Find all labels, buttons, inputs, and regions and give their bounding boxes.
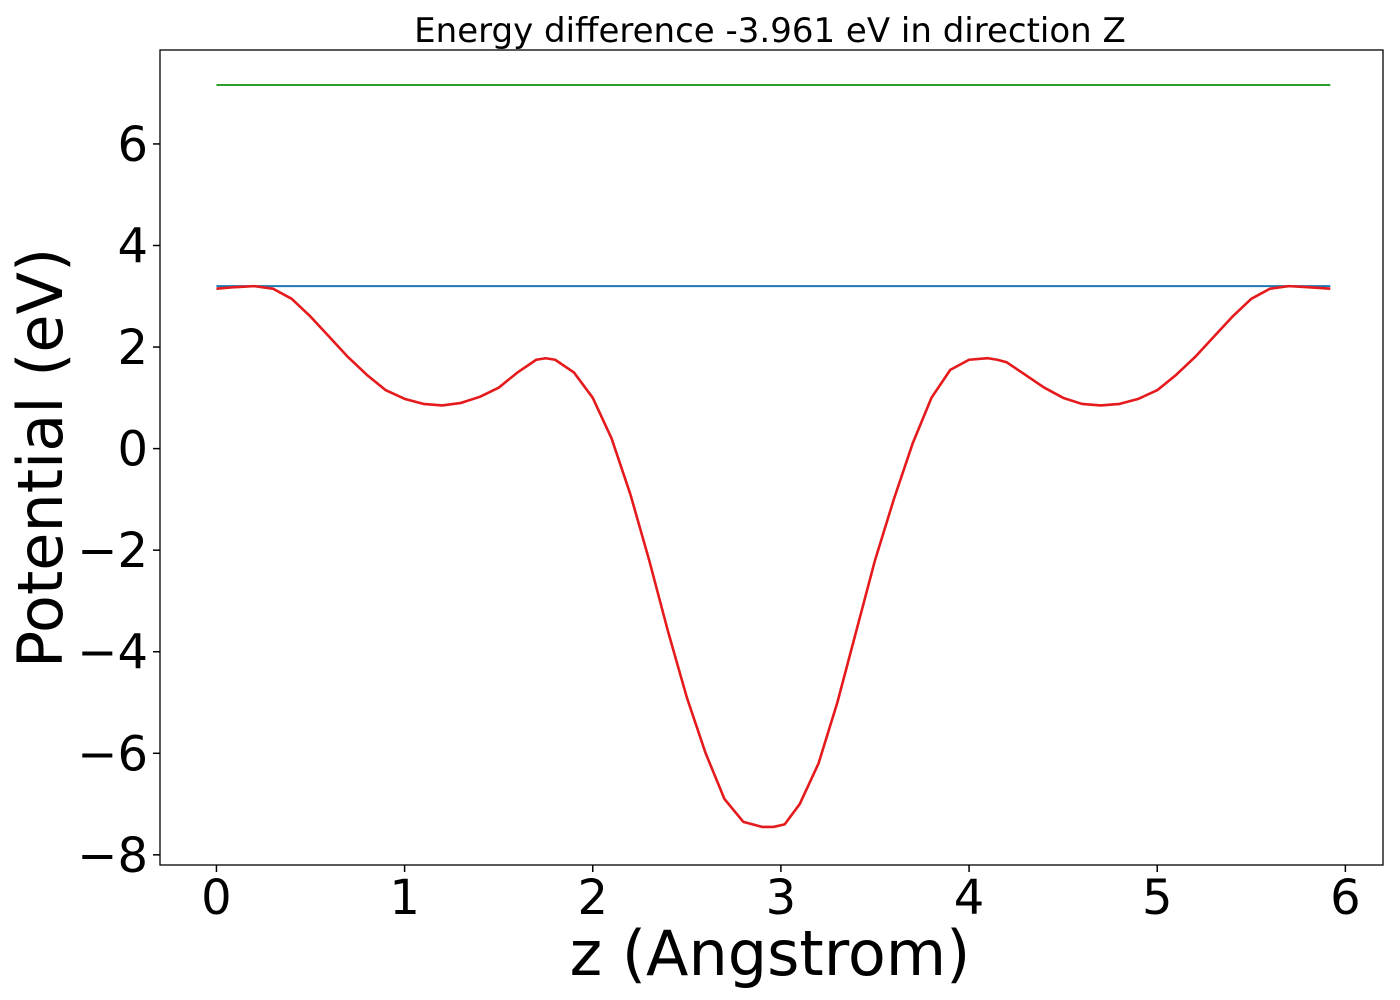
x-axis: 0 1 2 3 4 5 6	[201, 865, 1361, 926]
y-tick-label: 2	[117, 320, 148, 376]
y-axis-label: Potential (eV)	[4, 248, 77, 668]
x-tick-label: 1	[389, 870, 420, 926]
x-tick-label: 6	[1330, 870, 1361, 926]
plot-frame	[159, 49, 1384, 866]
x-tick-label: 0	[201, 870, 232, 926]
x-tick-label: 3	[766, 870, 797, 926]
y-tick-label: 4	[117, 218, 148, 274]
x-axis-label: z (Angstrom)	[570, 917, 971, 990]
y-tick-label: 6	[117, 117, 148, 173]
y-tick-label: 0	[117, 422, 148, 478]
y-tick-label: −8	[77, 828, 148, 884]
x-tick-label: 5	[1142, 870, 1173, 926]
x-tick-label: 4	[954, 870, 985, 926]
x-tick-label: 2	[577, 870, 608, 926]
series-line-3	[216, 284, 1331, 829]
y-axis: −8 −6 −4 −2 0 2 4 6	[77, 117, 160, 884]
y-tick-label: −2	[77, 523, 148, 579]
y-tick-label: −6	[77, 726, 148, 782]
chart-title: Energy difference -3.961 eV in direction…	[414, 11, 1126, 51]
series-layer	[216, 84, 1331, 829]
y-tick-label: −4	[77, 625, 148, 681]
